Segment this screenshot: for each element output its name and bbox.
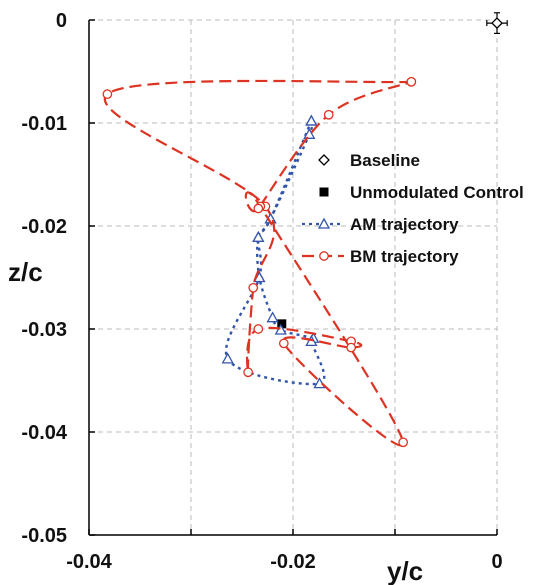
legend: Baseline Unmodulated Control AM trajectory… xyxy=(302,151,524,266)
am-marker xyxy=(266,311,279,323)
bm-marker xyxy=(346,342,356,353)
bm-marker xyxy=(248,282,259,293)
legend-item: Baseline xyxy=(318,151,420,170)
am-marker xyxy=(317,217,331,229)
baseline-marker xyxy=(491,17,503,30)
baseline-marker xyxy=(318,154,330,166)
unmodulated-marker xyxy=(319,187,329,197)
bm-marker xyxy=(323,109,334,120)
y-tick-label: -0.02 xyxy=(21,216,67,238)
axes xyxy=(88,19,498,536)
y-tick-label: -0.04 xyxy=(21,422,67,444)
series-bm-trajectory xyxy=(102,76,417,448)
series-layer xyxy=(102,12,508,448)
am-marker xyxy=(313,377,326,389)
am-marker xyxy=(303,127,316,139)
x-tick-label: -0.02 xyxy=(270,551,316,573)
am-marker xyxy=(274,323,287,335)
legend-item: BM trajectory xyxy=(302,247,459,266)
bm-marker xyxy=(102,89,113,100)
am-marker xyxy=(221,352,234,364)
tick-labels: 0 -0.01 -0.02 -0.03 -0.04 -0.05 -0.04 -0.02 0 xyxy=(21,10,502,573)
y-tick-label: -0.01 xyxy=(21,113,67,135)
x-tick-label: -0.04 xyxy=(66,551,112,573)
am-marker xyxy=(252,230,265,242)
x-tick-label: 0 xyxy=(491,551,502,573)
unmodulated-marker xyxy=(277,319,287,329)
series-line xyxy=(103,79,412,447)
y-tick-label: 0 xyxy=(56,10,67,32)
am-marker xyxy=(305,114,318,126)
bm-marker xyxy=(406,76,417,87)
bm-marker xyxy=(398,437,409,448)
legend-item: Unmodulated Control xyxy=(319,183,524,202)
legend-label: Unmodulated Control xyxy=(350,183,524,202)
legend-item: AM trajectory xyxy=(302,215,459,234)
y-tick-label: -0.05 xyxy=(21,525,67,547)
y-tick-label: -0.03 xyxy=(21,319,67,341)
bm-marker xyxy=(319,251,329,261)
series-baseline xyxy=(486,12,508,34)
bm-marker xyxy=(253,203,264,214)
bm-marker xyxy=(243,367,253,378)
grid-lines xyxy=(89,19,498,535)
bm-marker xyxy=(278,338,289,349)
legend-label: AM trajectory xyxy=(350,215,459,234)
series-am-trajectory xyxy=(221,114,326,389)
y-axis-label: z/c xyxy=(8,257,43,287)
legend-label: Baseline xyxy=(350,151,420,170)
bm-marker xyxy=(253,324,264,334)
x-axis-label: y/c xyxy=(387,556,423,585)
series-unmodulated-control xyxy=(277,319,287,329)
legend-label: BM trajectory xyxy=(350,247,459,266)
